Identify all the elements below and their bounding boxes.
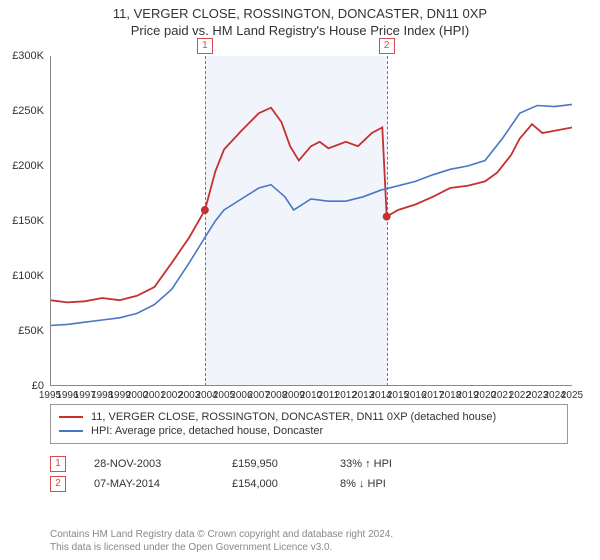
event-pct: 8% ↓ HPI: [340, 478, 450, 490]
event-badge-icon: 1: [50, 456, 66, 472]
legend-item-property: 11, VERGER CLOSE, ROSSINGTON, DONCASTER,…: [59, 411, 559, 423]
chart-lines: [50, 56, 572, 386]
legend-label: HPI: Average price, detached house, Donc…: [91, 425, 323, 437]
series-hpi: [50, 104, 572, 325]
legend-label: 11, VERGER CLOSE, ROSSINGTON, DONCASTER,…: [91, 411, 496, 423]
event-row: 2 07-MAY-2014 £154,000 8% ↓ HPI: [50, 476, 570, 492]
chart: 12 £0£50K£100K£150K£200K£250K£300K 19951…: [50, 56, 572, 386]
page-title: 11, VERGER CLOSE, ROSSINGTON, DONCASTER,…: [0, 6, 600, 21]
footer-line: This data is licensed under the Open Gov…: [50, 541, 570, 554]
footer-line: Contains HM Land Registry data © Crown c…: [50, 528, 570, 541]
y-tick-label: £150K: [12, 215, 44, 227]
legend-item-hpi: HPI: Average price, detached house, Donc…: [59, 425, 559, 437]
y-tick-label: £300K: [12, 50, 44, 62]
legend: 11, VERGER CLOSE, ROSSINGTON, DONCASTER,…: [50, 404, 568, 444]
page-subtitle: Price paid vs. HM Land Registry's House …: [0, 23, 600, 38]
y-tick-label: £200K: [12, 160, 44, 172]
y-tick-label: £50K: [18, 325, 44, 337]
y-tick-label: £250K: [12, 105, 44, 117]
event-price: £154,000: [232, 478, 312, 490]
event-pct: 33% ↑ HPI: [340, 458, 450, 470]
marker-icon: [201, 206, 209, 214]
event-badge-icon: 2: [379, 38, 395, 54]
legend-swatch: [59, 430, 83, 432]
series-property: [50, 108, 572, 303]
event-date: 07-MAY-2014: [94, 478, 204, 490]
y-tick-label: £100K: [12, 270, 44, 282]
event-badge-icon: 1: [197, 38, 213, 54]
marker-icon: [383, 213, 391, 221]
footer: Contains HM Land Registry data © Crown c…: [50, 528, 570, 554]
event-row: 1 28-NOV-2003 £159,950 33% ↑ HPI: [50, 456, 570, 472]
event-badge-icon: 2: [50, 476, 66, 492]
legend-swatch: [59, 416, 83, 418]
event-price: £159,950: [232, 458, 312, 470]
event-date: 28-NOV-2003: [94, 458, 204, 470]
x-tick-label: 2025: [561, 390, 583, 401]
events-table: 1 28-NOV-2003 £159,950 33% ↑ HPI 2 07-MA…: [50, 452, 570, 496]
